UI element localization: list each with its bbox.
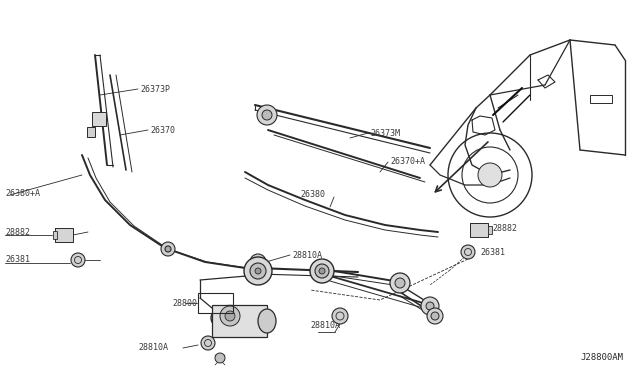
Circle shape (319, 268, 325, 274)
Circle shape (478, 163, 502, 187)
Text: 26373M: 26373M (370, 128, 400, 138)
Circle shape (165, 246, 171, 252)
Circle shape (244, 257, 272, 285)
Text: 26370+A: 26370+A (390, 157, 425, 166)
Bar (92, 112, 106, 126)
Bar (212, 305, 267, 337)
Text: 26380+A: 26380+A (5, 189, 40, 198)
Text: 28810A: 28810A (310, 321, 340, 330)
Circle shape (427, 308, 443, 324)
Bar (87, 127, 95, 137)
Circle shape (220, 306, 240, 326)
Circle shape (257, 105, 277, 125)
Text: J28800AM: J28800AM (580, 353, 623, 362)
Circle shape (250, 254, 266, 270)
Circle shape (225, 311, 235, 321)
Circle shape (390, 273, 410, 293)
Circle shape (201, 336, 215, 350)
Text: 26373P: 26373P (140, 84, 170, 93)
Text: 26381: 26381 (480, 247, 505, 257)
Ellipse shape (258, 309, 276, 333)
Circle shape (315, 264, 329, 278)
Text: 26380: 26380 (300, 189, 325, 199)
Circle shape (161, 242, 175, 256)
Circle shape (461, 245, 475, 259)
Text: 28810A: 28810A (292, 250, 322, 260)
Circle shape (71, 253, 85, 267)
Bar (590, 95, 612, 103)
Bar (198, 293, 233, 313)
Text: 28882: 28882 (5, 228, 30, 237)
Bar (53, 231, 57, 239)
Text: 28800: 28800 (172, 298, 197, 308)
Ellipse shape (211, 305, 249, 330)
Circle shape (426, 302, 434, 310)
Circle shape (395, 278, 405, 288)
Bar (470, 223, 488, 237)
Circle shape (255, 268, 261, 274)
Bar (55, 228, 73, 242)
Circle shape (310, 259, 334, 283)
Circle shape (215, 353, 225, 363)
Text: 28882: 28882 (492, 224, 517, 232)
Bar (488, 226, 492, 234)
Circle shape (431, 312, 439, 320)
Text: 26370: 26370 (150, 125, 175, 135)
Circle shape (421, 297, 439, 315)
Text: 26381: 26381 (5, 256, 30, 264)
Text: 28810A: 28810A (138, 343, 168, 353)
Circle shape (250, 263, 266, 279)
Circle shape (332, 308, 348, 324)
Circle shape (262, 110, 272, 120)
